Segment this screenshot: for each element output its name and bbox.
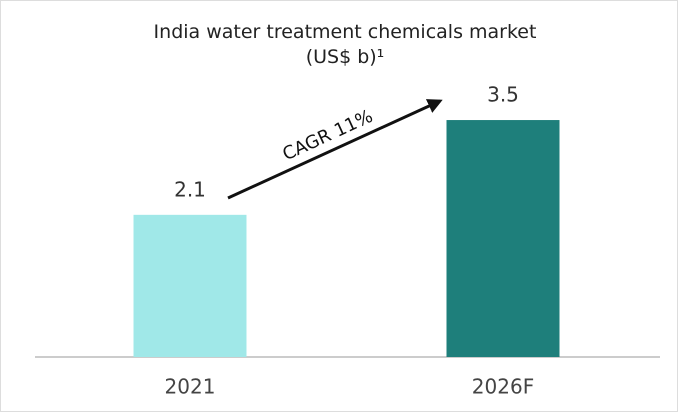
x-tick-label: 2026F xyxy=(472,375,534,399)
chart-title: India water treatment chemicals market (… xyxy=(153,21,537,68)
cagr-arrow xyxy=(227,99,443,200)
value-label: 3.5 xyxy=(487,83,519,107)
bar xyxy=(133,214,247,357)
x-tick-label: 2021 xyxy=(165,375,216,399)
bar xyxy=(446,120,560,357)
value-label: 2.1 xyxy=(174,177,206,201)
